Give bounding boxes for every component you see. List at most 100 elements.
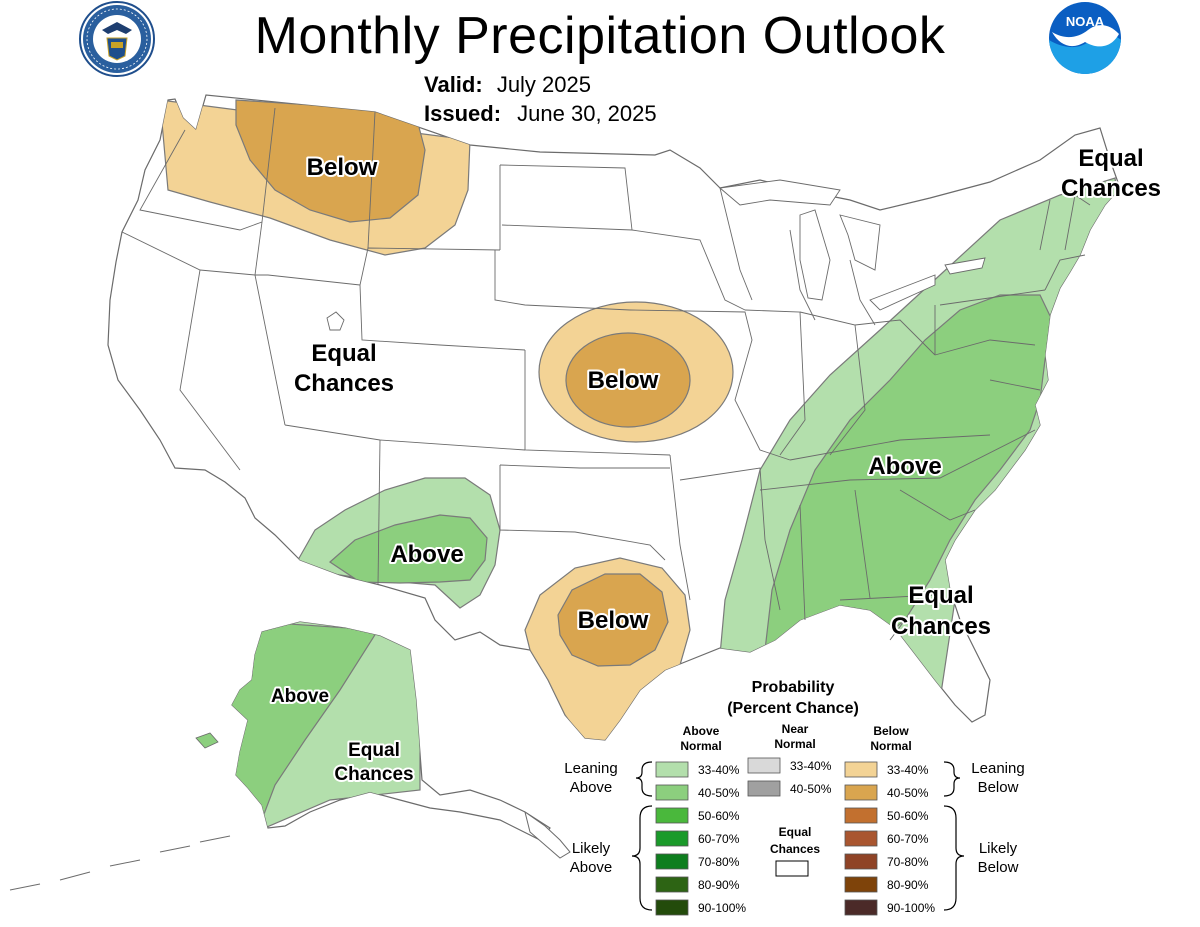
alaska-map bbox=[9, 621, 571, 891]
legend-near-swatch-0 bbox=[747, 757, 781, 774]
northwest-below-40-50 bbox=[235, 99, 426, 223]
legend-above-range-1: 40-50% bbox=[698, 786, 740, 800]
legend-above-swatch-5 bbox=[655, 876, 689, 893]
lake-superior bbox=[718, 179, 841, 206]
ec-label-west-1: Equal bbox=[311, 340, 376, 367]
legend-leaning-below-1: Leaning bbox=[971, 760, 1024, 777]
legend-leaning-above-1: Leaning bbox=[564, 760, 617, 777]
conus-map bbox=[107, 94, 1121, 741]
legend-below-swatch-3 bbox=[844, 830, 878, 847]
legend-ec-swatch bbox=[775, 860, 809, 877]
legend-title-2: (Percent Chance) bbox=[727, 700, 859, 717]
legend: Probability (Percent Chance) Above Norma… bbox=[564, 679, 1025, 916]
legend-likely-below-2: Below bbox=[978, 859, 1019, 876]
noaa-logo-icon: NOAA bbox=[1049, 2, 1121, 74]
ec-label-southeast-1: Equal bbox=[908, 582, 973, 609]
legend-near-swatch-1 bbox=[747, 780, 781, 797]
lake-huron bbox=[839, 214, 881, 271]
bracket-leaning-above bbox=[635, 761, 653, 797]
legend-near-head-2: Normal bbox=[774, 737, 815, 751]
ec-label-alaska-2: Chances bbox=[334, 764, 413, 785]
legend-ec-2: Chances bbox=[770, 842, 820, 856]
legend-below-swatch-5 bbox=[844, 876, 878, 893]
ec-label-alaska-1: Equal bbox=[348, 740, 400, 761]
legend-above-head-2: Normal bbox=[680, 739, 721, 753]
legend-above-range-0: 33-40% bbox=[698, 763, 740, 777]
legend-above-swatch-2 bbox=[655, 807, 689, 824]
legend-below-range-0: 33-40% bbox=[887, 763, 929, 777]
legend-below-swatch-6 bbox=[844, 899, 878, 916]
bracket-leaning-below bbox=[943, 761, 961, 797]
legend-below-range-6: 90-100% bbox=[887, 901, 935, 915]
doc-seal-icon bbox=[79, 1, 155, 77]
legend-above-range-5: 80-90% bbox=[698, 878, 740, 892]
legend-above-swatch-4 bbox=[655, 853, 689, 870]
page-title: Monthly Precipitation Outlook bbox=[254, 7, 946, 65]
legend-above-swatch-1 bbox=[655, 784, 689, 801]
legend-leaning-below-2: Below bbox=[978, 779, 1019, 796]
legend-above-swatch-0 bbox=[655, 761, 689, 778]
region-label-east: Above bbox=[868, 453, 941, 480]
issued-line: Issued: June 30, 2025 bbox=[424, 101, 657, 127]
region-label-northwest: Below bbox=[307, 154, 378, 181]
bracket-likely-above bbox=[631, 805, 653, 911]
legend-below-swatch-2 bbox=[844, 807, 878, 824]
legend-above-range-6: 90-100% bbox=[698, 901, 746, 915]
valid-label: Valid: bbox=[424, 72, 483, 97]
legend-above-range-4: 70-80% bbox=[698, 855, 740, 869]
bracket-likely-below bbox=[943, 805, 965, 911]
legend-below-column: 33-40% 40-50% 50-60% 60-70% 70-80% 80-90% 90-1… bbox=[844, 761, 935, 916]
issued-value: June 30, 2025 bbox=[517, 101, 657, 126]
legend-near-range-1: 40-50% bbox=[790, 782, 832, 796]
alaska-panhandle bbox=[524, 810, 571, 859]
legend-below-range-5: 80-90% bbox=[887, 878, 929, 892]
noaa-logo-text: NOAA bbox=[1066, 14, 1105, 29]
ec-label-southeast-2: Chances bbox=[891, 613, 991, 640]
legend-ec-1: Equal bbox=[779, 825, 812, 839]
legend-near-column: 33-40% 40-50% bbox=[747, 757, 832, 797]
aleutian-chain bbox=[9, 835, 231, 891]
legend-above-range-3: 60-70% bbox=[698, 832, 740, 846]
region-label-texas: Below bbox=[578, 607, 649, 634]
legend-leaning-above-2: Above bbox=[570, 779, 613, 796]
alaska-island-1 bbox=[195, 732, 219, 749]
lake-ontario bbox=[944, 257, 986, 275]
valid-line: Valid: July 2025 bbox=[424, 72, 591, 98]
region-label-alaska: Above bbox=[271, 686, 329, 707]
legend-above-range-2: 50-60% bbox=[698, 809, 740, 823]
texas-below-40-50 bbox=[557, 573, 669, 667]
legend-below-swatch-0 bbox=[844, 761, 878, 778]
legend-near-range-0: 33-40% bbox=[790, 759, 832, 773]
legend-below-head-1: Below bbox=[873, 724, 909, 738]
southwest-above-40-50 bbox=[329, 514, 488, 584]
lake-erie bbox=[869, 274, 936, 311]
legend-below-range-1: 40-50% bbox=[887, 786, 929, 800]
legend-above-head-1: Above bbox=[683, 724, 720, 738]
legend-below-range-2: 50-60% bbox=[887, 809, 929, 823]
legend-below-range-3: 60-70% bbox=[887, 832, 929, 846]
region-label-plains: Below bbox=[588, 367, 659, 394]
legend-below-head-2: Normal bbox=[870, 739, 911, 753]
legend-near-head-1: Near bbox=[782, 722, 809, 736]
legend-likely-below-1: Likely bbox=[979, 840, 1018, 857]
great-salt-lake bbox=[326, 311, 345, 331]
state-boundaries bbox=[121, 107, 1091, 641]
valid-value: July 2025 bbox=[496, 72, 591, 97]
legend-title-1: Probability bbox=[752, 679, 835, 696]
lake-michigan bbox=[799, 209, 831, 301]
issued-label: Issued: bbox=[424, 101, 502, 126]
legend-above-column: 33-40% 40-50% 50-60% 60-70% 70-80% 80-90% 90-1… bbox=[655, 761, 746, 916]
plains-below-40-50 bbox=[565, 332, 691, 428]
legend-above-swatch-3 bbox=[655, 830, 689, 847]
legend-below-range-4: 70-80% bbox=[887, 855, 929, 869]
ec-label-west-2: Chances bbox=[294, 370, 394, 397]
legend-below-swatch-4 bbox=[844, 853, 878, 870]
ec-label-northeast-1: Equal bbox=[1078, 145, 1143, 172]
ec-label-northeast-2: Chances bbox=[1061, 175, 1161, 202]
legend-above-swatch-6 bbox=[655, 899, 689, 916]
legend-below-swatch-1 bbox=[844, 784, 878, 801]
region-label-southwest: Above bbox=[390, 541, 463, 568]
legend-likely-above-2: Above bbox=[570, 859, 613, 876]
